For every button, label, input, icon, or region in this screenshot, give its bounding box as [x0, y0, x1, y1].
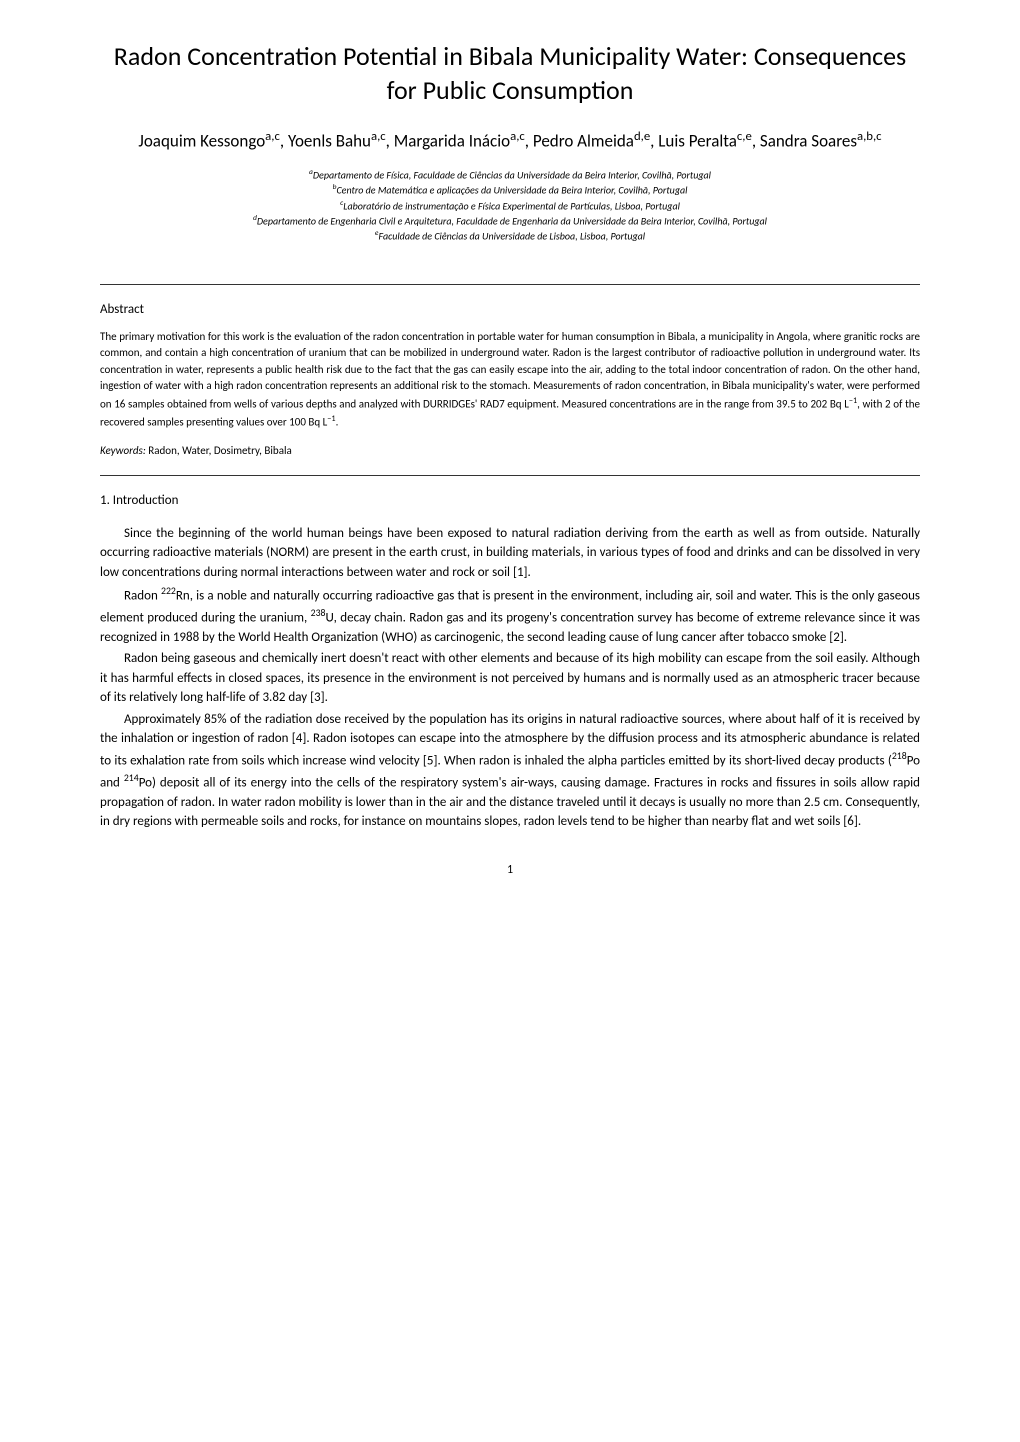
- abstract-bottom-rule: [100, 475, 920, 476]
- affiliation-line: dDepartamento de Engenharia Civil e Arqu…: [100, 213, 920, 228]
- abstract-heading: Abstract: [100, 301, 920, 319]
- intro-paragraph: Approximately 85% of the radiation dose …: [100, 710, 920, 832]
- affiliation-line: cLaboratório de instrumentação e Física …: [100, 198, 920, 213]
- affiliations-block: aDepartamento de Física, Faculdade de Ci…: [100, 167, 920, 244]
- keywords-label: Keywords:: [100, 444, 146, 457]
- affiliation-line: bCentro de Matemática e aplicações da Un…: [100, 182, 920, 197]
- affiliation-line: eFaculdade de Ciências da Universidade d…: [100, 228, 920, 243]
- page-number: 1: [100, 862, 920, 879]
- intro-paragraph: Radon being gaseous and chemically inert…: [100, 649, 920, 708]
- keywords-text: Radon, Water, Dosimetry, Bibala: [146, 444, 292, 457]
- paper-title: Radon Concentration Potential in Bibala …: [100, 40, 920, 108]
- intro-paragraph: Since the beginning of the world human b…: [100, 524, 920, 583]
- section-heading-introduction: 1. Introduction: [100, 492, 920, 510]
- authors-line: Joaquim Kessongoa,c, Yoenls Bahua,c, Mar…: [100, 128, 920, 153]
- keywords-line: Keywords: Radon, Water, Dosimetry, Bibal…: [100, 443, 920, 458]
- intro-paragraph: Radon 222Rn, is a noble and naturally oc…: [100, 584, 920, 647]
- abstract-text: The primary motivation for this work is …: [100, 329, 920, 431]
- abstract-top-rule: [100, 284, 920, 285]
- affiliation-line: aDepartamento de Física, Faculdade de Ci…: [100, 167, 920, 182]
